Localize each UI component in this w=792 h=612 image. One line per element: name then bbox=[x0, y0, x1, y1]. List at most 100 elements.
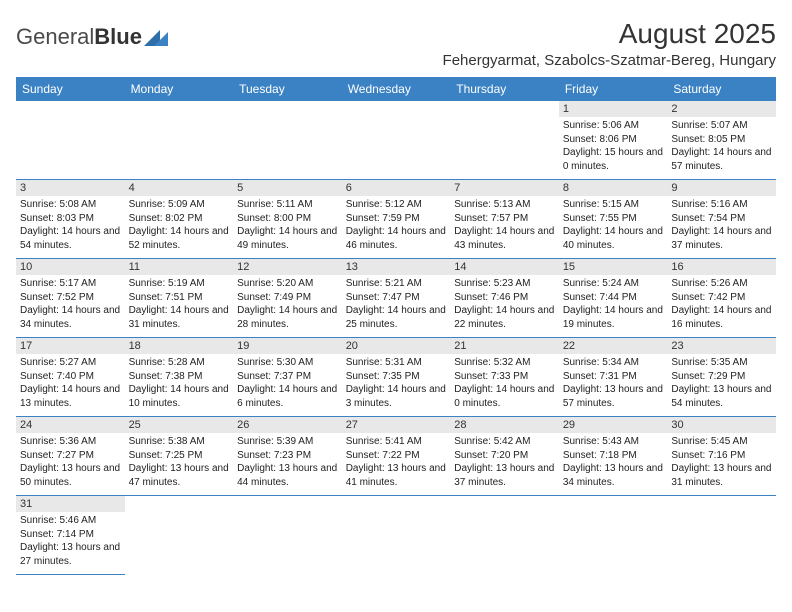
daylight-text: Daylight: 14 hours and 19 minutes. bbox=[563, 304, 664, 331]
sunset-text: Sunset: 7:25 PM bbox=[129, 449, 230, 463]
sunrise-text: Sunrise: 5:23 AM bbox=[454, 277, 555, 291]
day-number: 5 bbox=[233, 180, 342, 196]
sunrise-text: Sunrise: 5:19 AM bbox=[129, 277, 230, 291]
day-number: 2 bbox=[667, 101, 776, 117]
sunrise-text: Sunrise: 5:13 AM bbox=[454, 198, 555, 212]
daylight-text: Daylight: 13 hours and 50 minutes. bbox=[20, 462, 121, 489]
sunrise-text: Sunrise: 5:07 AM bbox=[671, 119, 772, 133]
sunset-text: Sunset: 7:18 PM bbox=[563, 449, 664, 463]
day-body: Sunrise: 5:32 AMSunset: 7:33 PMDaylight:… bbox=[450, 354, 559, 416]
day-body: Sunrise: 5:11 AMSunset: 8:00 PMDaylight:… bbox=[233, 196, 342, 258]
calendar-day: 2 Sunrise: 5:07 AMSunset: 8:05 PMDaylight… bbox=[667, 101, 776, 180]
daylight-text: Daylight: 13 hours and 27 minutes. bbox=[20, 541, 121, 568]
daylight-text: Daylight: 14 hours and 49 minutes. bbox=[237, 225, 338, 252]
header-row: GeneralBlue August 2025 Fehergyarmat, Sz… bbox=[16, 18, 776, 69]
month-title: August 2025 bbox=[443, 18, 776, 50]
day-number: 31 bbox=[16, 496, 125, 512]
daylight-text: Daylight: 14 hours and 13 minutes. bbox=[20, 383, 121, 410]
calendar-day: 18Sunrise: 5:28 AMSunset: 7:38 PMDayligh… bbox=[125, 338, 234, 417]
daylight-text: Daylight: 13 hours and 31 minutes. bbox=[671, 462, 772, 489]
calendar-day: 10Sunrise: 5:17 AMSunset: 7:52 PMDayligh… bbox=[16, 259, 125, 338]
calendar-empty bbox=[233, 101, 342, 180]
day-body: Sunrise: 5:06 AMSunset: 8:06 PMDaylight:… bbox=[559, 117, 668, 179]
calendar-day: 13Sunrise: 5:21 AMSunset: 7:47 PMDayligh… bbox=[342, 259, 451, 338]
sunrise-text: Sunrise: 5:34 AM bbox=[563, 356, 664, 370]
sunrise-text: Sunrise: 5:31 AM bbox=[346, 356, 447, 370]
daylight-text: Daylight: 14 hours and 28 minutes. bbox=[237, 304, 338, 331]
daylight-text: Daylight: 14 hours and 16 minutes. bbox=[671, 304, 772, 331]
sunset-text: Sunset: 7:55 PM bbox=[563, 212, 664, 226]
daylight-text: Daylight: 15 hours and 0 minutes. bbox=[563, 146, 664, 173]
day-number: 14 bbox=[450, 259, 559, 275]
day-header: Monday bbox=[125, 77, 234, 101]
daylight-text: Daylight: 13 hours and 57 minutes. bbox=[563, 383, 664, 410]
daylight-text: Daylight: 13 hours and 47 minutes. bbox=[129, 462, 230, 489]
day-number: 26 bbox=[233, 417, 342, 433]
calendar-day: 21Sunrise: 5:32 AMSunset: 7:33 PMDayligh… bbox=[450, 338, 559, 417]
day-number: 6 bbox=[342, 180, 451, 196]
sunset-text: Sunset: 8:05 PM bbox=[671, 133, 772, 147]
daylight-text: Daylight: 14 hours and 43 minutes. bbox=[454, 225, 555, 252]
day-number: 3 bbox=[16, 180, 125, 196]
daylight-text: Daylight: 14 hours and 25 minutes. bbox=[346, 304, 447, 331]
sunrise-text: Sunrise: 5:11 AM bbox=[237, 198, 338, 212]
day-body: Sunrise: 5:24 AMSunset: 7:44 PMDaylight:… bbox=[559, 275, 668, 337]
calendar-day: 25Sunrise: 5:38 AMSunset: 7:25 PMDayligh… bbox=[125, 417, 234, 496]
daylight-text: Daylight: 14 hours and 52 minutes. bbox=[129, 225, 230, 252]
daylight-text: Daylight: 14 hours and 6 minutes. bbox=[237, 383, 338, 410]
sunset-text: Sunset: 7:51 PM bbox=[129, 291, 230, 305]
day-body: Sunrise: 5:39 AMSunset: 7:23 PMDaylight:… bbox=[233, 433, 342, 495]
day-number: 18 bbox=[125, 338, 234, 354]
sunset-text: Sunset: 7:31 PM bbox=[563, 370, 664, 384]
day-number: 25 bbox=[125, 417, 234, 433]
sunset-text: Sunset: 7:57 PM bbox=[454, 212, 555, 226]
calendar-body: 1Sunrise: 5:06 AMSunset: 8:06 PMDaylight… bbox=[16, 101, 776, 575]
sunrise-text: Sunrise: 5:32 AM bbox=[454, 356, 555, 370]
calendar-empty bbox=[450, 101, 559, 180]
day-body: Sunrise: 5:09 AMSunset: 8:02 PMDaylight:… bbox=[125, 196, 234, 258]
location-text: Fehergyarmat, Szabolcs-Szatmar-Bereg, Hu… bbox=[443, 52, 776, 69]
calendar-empty bbox=[559, 496, 668, 575]
daylight-text: Daylight: 14 hours and 57 minutes. bbox=[671, 146, 772, 173]
calendar-day: 19Sunrise: 5:30 AMSunset: 7:37 PMDayligh… bbox=[233, 338, 342, 417]
day-body: Sunrise: 5:23 AMSunset: 7:46 PMDaylight:… bbox=[450, 275, 559, 337]
day-number: 4 bbox=[125, 180, 234, 196]
sunrise-text: Sunrise: 5:30 AM bbox=[237, 356, 338, 370]
sunrise-text: Sunrise: 5:08 AM bbox=[20, 198, 121, 212]
day-body: Sunrise: 5:08 AMSunset: 8:03 PMDaylight:… bbox=[16, 196, 125, 258]
day-body: Sunrise: 5:28 AMSunset: 7:38 PMDaylight:… bbox=[125, 354, 234, 416]
calendar-day: 26Sunrise: 5:39 AMSunset: 7:23 PMDayligh… bbox=[233, 417, 342, 496]
sunrise-text: Sunrise: 5:35 AM bbox=[671, 356, 772, 370]
day-body: Sunrise: 5:30 AMSunset: 7:37 PMDaylight:… bbox=[233, 354, 342, 416]
sunset-text: Sunset: 7:46 PM bbox=[454, 291, 555, 305]
calendar-day: 29Sunrise: 5:43 AMSunset: 7:18 PMDayligh… bbox=[559, 417, 668, 496]
day-header: Sunday bbox=[16, 77, 125, 101]
day-number: 19 bbox=[233, 338, 342, 354]
sunset-text: Sunset: 7:38 PM bbox=[129, 370, 230, 384]
calendar-empty bbox=[342, 101, 451, 180]
calendar-day: 7Sunrise: 5:13 AMSunset: 7:57 PMDaylight… bbox=[450, 180, 559, 259]
calendar-page: GeneralBlue August 2025 Fehergyarmat, Sz… bbox=[0, 0, 792, 593]
day-number: 23 bbox=[667, 338, 776, 354]
calendar-table: SundayMondayTuesdayWednesdayThursdayFrid… bbox=[16, 77, 776, 575]
day-number: 20 bbox=[342, 338, 451, 354]
sunset-text: Sunset: 7:59 PM bbox=[346, 212, 447, 226]
daylight-text: Daylight: 14 hours and 54 minutes. bbox=[20, 225, 121, 252]
daylight-text: Daylight: 14 hours and 37 minutes. bbox=[671, 225, 772, 252]
day-number: 10 bbox=[16, 259, 125, 275]
day-body: Sunrise: 5:35 AMSunset: 7:29 PMDaylight:… bbox=[667, 354, 776, 416]
sunset-text: Sunset: 8:02 PM bbox=[129, 212, 230, 226]
logo-text-2: Blue bbox=[94, 24, 142, 50]
daylight-text: Daylight: 14 hours and 3 minutes. bbox=[346, 383, 447, 410]
sunrise-text: Sunrise: 5:41 AM bbox=[346, 435, 447, 449]
sunrise-text: Sunrise: 5:42 AM bbox=[454, 435, 555, 449]
day-number: 22 bbox=[559, 338, 668, 354]
sunset-text: Sunset: 7:22 PM bbox=[346, 449, 447, 463]
daylight-text: Daylight: 14 hours and 40 minutes. bbox=[563, 225, 664, 252]
day-body: Sunrise: 5:19 AMSunset: 7:51 PMDaylight:… bbox=[125, 275, 234, 337]
calendar-day: 30Sunrise: 5:45 AMSunset: 7:16 PMDayligh… bbox=[667, 417, 776, 496]
daylight-text: Daylight: 14 hours and 46 minutes. bbox=[346, 225, 447, 252]
calendar-head: SundayMondayTuesdayWednesdayThursdayFrid… bbox=[16, 77, 776, 101]
day-body: Sunrise: 5:43 AMSunset: 7:18 PMDaylight:… bbox=[559, 433, 668, 495]
day-number: 15 bbox=[559, 259, 668, 275]
